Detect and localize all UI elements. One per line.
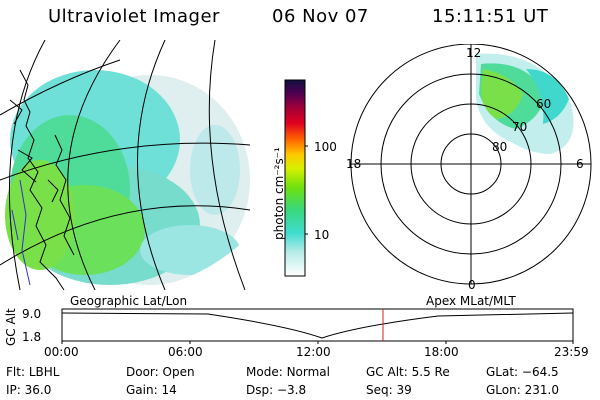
footer-mode: Mode: Normal [246, 365, 330, 379]
footer-gain: Gain: 14 [126, 383, 177, 397]
colorbar-tick-10: 10 [314, 228, 330, 242]
time-tick-2359: 23:59 [554, 345, 589, 359]
footer-glat: GLat: −64.5 [486, 365, 559, 379]
geographic-panel-label: Geographic Lat/Lon [70, 294, 188, 308]
time-tick-1800: 18:00 [424, 345, 459, 359]
polar-plot [350, 44, 592, 285]
mlt-label-6: 6 [576, 157, 584, 171]
colorbar [284, 79, 308, 277]
mlt-label-18: 18 [346, 157, 362, 171]
mlt-label-12: 12 [466, 46, 482, 60]
footer-flt: Flt: LBHL [6, 365, 60, 379]
footer-ip: IP: 36.0 [6, 383, 52, 397]
date-label: 06 Nov 07 [272, 6, 369, 27]
time-tick-1200: 12:00 [296, 345, 331, 359]
alt-tick-9: 9.0 [22, 307, 42, 321]
alt-tick-1-8: 1.8 [22, 330, 42, 344]
footer-glon: GLon: 231.0 [486, 383, 559, 397]
footer-seq: Seq: 39 [366, 383, 412, 397]
lat-label-80: 80 [492, 140, 508, 154]
alt-axis-title: GC Alt [4, 308, 18, 346]
footer-dsp: Dsp: −3.8 [246, 383, 307, 397]
colorbar-tick-100: 100 [314, 140, 337, 154]
colorbar-label: photon cm⁻²s⁻¹ [272, 147, 286, 240]
footer-gc-alt: GC Alt: 5.5 Re [366, 365, 450, 379]
lat-label-60: 60 [536, 97, 552, 111]
altitude-plot [61, 308, 574, 344]
geographic-image [0, 40, 251, 290]
apex-panel-label: Apex MLat/MLT [426, 294, 516, 308]
lat-label-70: 70 [512, 120, 528, 134]
time-tick-0600: 06:00 [168, 345, 203, 359]
footer-door: Door: Open [126, 365, 195, 379]
instrument-title: Ultraviolet Imager [48, 6, 220, 27]
mlt-label-0: 0 [468, 278, 476, 292]
time-label: 15:11:51 UT [432, 6, 549, 27]
time-tick-0000: 00:00 [44, 345, 79, 359]
